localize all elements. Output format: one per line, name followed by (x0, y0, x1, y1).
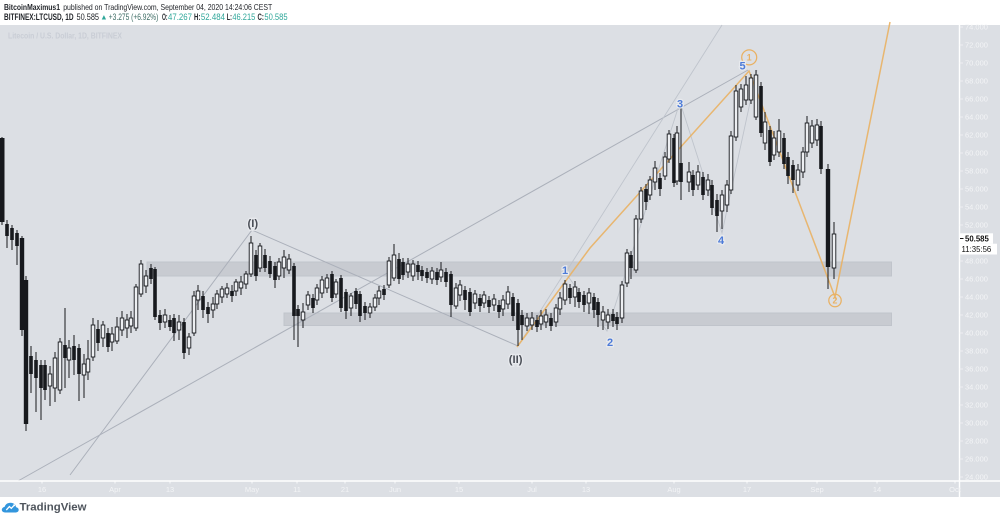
svg-text:▲: ▲ (100, 13, 107, 22)
svg-text:58.000: 58.000 (965, 167, 988, 176)
svg-text:5: 5 (739, 61, 745, 73)
svg-text:(I): (I) (247, 218, 258, 230)
svg-text:16: 16 (38, 485, 46, 494)
svg-text:Sep: Sep (810, 485, 823, 494)
svg-text:52.000: 52.000 (965, 221, 988, 230)
svg-text:48.000: 48.000 (965, 257, 988, 266)
svg-text:11: 11 (293, 485, 301, 494)
svg-text:3: 3 (677, 99, 683, 111)
svg-text:17: 17 (743, 485, 751, 494)
svg-text:TradingView: TradingView (20, 502, 88, 514)
svg-text:+3.275 (+6.92%): +3.275 (+6.92%) (109, 12, 159, 22)
svg-text:May: May (245, 485, 259, 494)
svg-text:66.000: 66.000 (965, 95, 988, 104)
svg-text:42.000: 42.000 (965, 311, 988, 320)
svg-text:13: 13 (166, 485, 174, 494)
svg-text:BitcoinMaximus1: BitcoinMaximus1 (4, 2, 60, 12)
svg-text:21: 21 (341, 485, 349, 494)
svg-text:38.000: 38.000 (965, 347, 988, 356)
svg-text:H:: H: (194, 12, 200, 22)
svg-text:BITFINEX:LTCUSD, 1D: BITFINEX:LTCUSD, 1D (4, 12, 74, 22)
svg-text:24.000: 24.000 (965, 473, 988, 482)
svg-text:Oct: Oct (949, 485, 962, 494)
svg-text:2: 2 (607, 337, 613, 349)
svg-text:36.000: 36.000 (965, 365, 988, 374)
svg-text:11:35:56: 11:35:56 (962, 245, 992, 254)
svg-text:30.000: 30.000 (965, 419, 988, 428)
svg-text:L:: L: (227, 12, 232, 22)
svg-text:62.000: 62.000 (965, 131, 988, 140)
svg-text:15: 15 (455, 485, 463, 494)
svg-text:47.267: 47.267 (168, 12, 192, 22)
svg-text:published on TradingView.com,: published on TradingView.com, September … (63, 2, 272, 12)
svg-text:50.585: 50.585 (965, 234, 990, 243)
svg-text:13: 13 (582, 485, 590, 494)
svg-text:4: 4 (718, 235, 725, 247)
svg-text:Aug: Aug (667, 485, 680, 494)
svg-text:54.000: 54.000 (965, 203, 988, 212)
svg-text:26.000: 26.000 (965, 455, 988, 464)
svg-text:28.000: 28.000 (965, 437, 988, 446)
svg-text:C:: C: (258, 12, 264, 22)
svg-text:40.000: 40.000 (965, 329, 988, 338)
svg-text:56.000: 56.000 (965, 185, 988, 194)
svg-text:Litecoin / U.S. Dollar, 1D, BI: Litecoin / U.S. Dollar, 1D, BITFINEX (8, 31, 122, 41)
svg-text:Jun: Jun (389, 485, 401, 494)
svg-text:14: 14 (873, 485, 881, 494)
svg-text:1: 1 (562, 265, 568, 277)
svg-text:44.000: 44.000 (965, 293, 988, 302)
svg-text:1: 1 (747, 53, 752, 63)
svg-text:70.000: 70.000 (965, 59, 988, 68)
svg-text:32.000: 32.000 (965, 401, 988, 410)
svg-text:Apr: Apr (109, 485, 121, 494)
svg-text:(II): (II) (509, 354, 523, 366)
svg-text:74.000: 74.000 (965, 23, 988, 32)
svg-text:O:: O: (162, 12, 168, 22)
svg-text:Jul: Jul (527, 485, 537, 494)
svg-text:64.000: 64.000 (965, 113, 988, 122)
svg-text:46.000: 46.000 (965, 275, 988, 284)
svg-text:52.484: 52.484 (201, 12, 225, 22)
svg-text:34.000: 34.000 (965, 383, 988, 392)
svg-text:72.000: 72.000 (965, 41, 988, 50)
svg-text:60.000: 60.000 (965, 149, 988, 158)
svg-text:2: 2 (833, 296, 838, 306)
svg-text:50.585: 50.585 (264, 12, 287, 22)
svg-text:50.585: 50.585 (77, 12, 100, 22)
svg-text:68.000: 68.000 (965, 77, 988, 86)
svg-text:46.215: 46.215 (232, 12, 255, 22)
